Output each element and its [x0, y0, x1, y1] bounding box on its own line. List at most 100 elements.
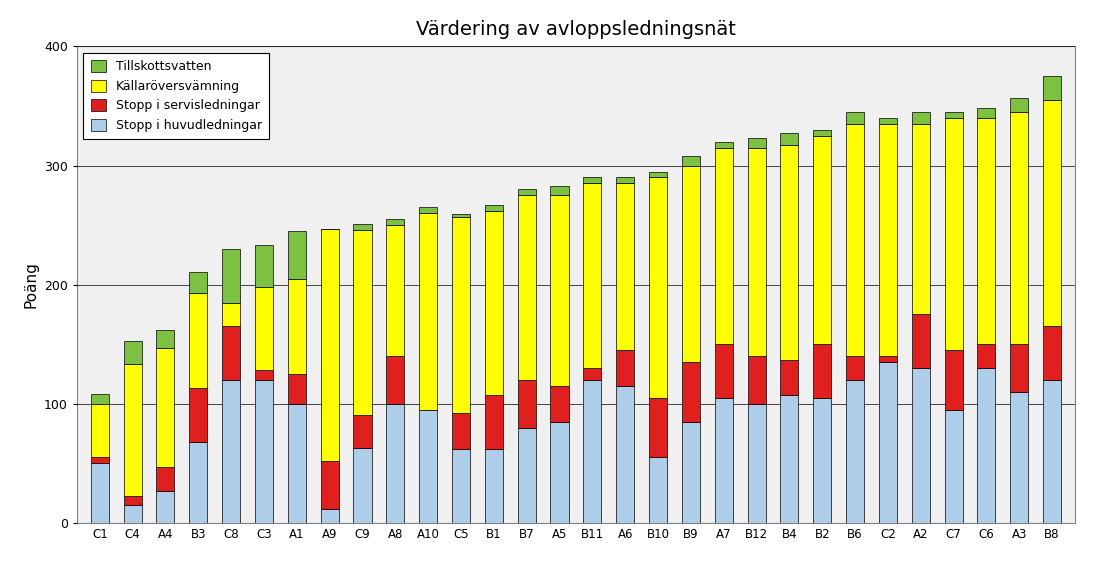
Bar: [353, 224, 372, 230]
Bar: [714, 148, 733, 344]
Bar: [124, 340, 142, 364]
Bar: [747, 138, 766, 148]
Bar: [1043, 100, 1061, 327]
Bar: [386, 404, 405, 523]
Bar: [320, 229, 339, 461]
Bar: [780, 396, 799, 523]
Bar: [452, 413, 470, 449]
Bar: [320, 508, 339, 523]
Bar: [846, 124, 864, 356]
Bar: [1043, 327, 1061, 380]
Bar: [846, 380, 864, 523]
Bar: [287, 404, 306, 523]
Bar: [386, 356, 405, 404]
Bar: [124, 364, 142, 496]
Bar: [912, 368, 930, 523]
Bar: [780, 145, 799, 360]
Bar: [320, 461, 339, 508]
Bar: [255, 371, 273, 380]
Bar: [747, 356, 766, 404]
Bar: [353, 448, 372, 523]
Title: Värdering av avloppsledningsnät: Värdering av avloppsledningsnät: [416, 20, 736, 40]
Bar: [977, 118, 995, 344]
Bar: [452, 214, 470, 217]
Bar: [912, 314, 930, 368]
Bar: [714, 142, 733, 148]
Bar: [584, 178, 601, 184]
Bar: [945, 118, 962, 350]
Bar: [879, 118, 897, 124]
Bar: [879, 362, 897, 523]
Bar: [255, 380, 273, 523]
Bar: [617, 386, 634, 523]
Bar: [682, 166, 700, 362]
Bar: [912, 112, 930, 124]
Bar: [1043, 76, 1061, 100]
Bar: [518, 189, 535, 195]
Bar: [846, 112, 864, 124]
Bar: [419, 410, 438, 523]
Bar: [1010, 344, 1028, 392]
Bar: [157, 330, 174, 348]
Bar: [682, 156, 700, 166]
Bar: [255, 245, 273, 287]
Bar: [649, 457, 667, 523]
Y-axis label: Poäng: Poäng: [23, 261, 38, 308]
Bar: [649, 178, 667, 398]
Bar: [222, 380, 240, 523]
Bar: [91, 464, 109, 523]
Bar: [879, 356, 897, 362]
Bar: [617, 178, 634, 184]
Bar: [353, 230, 372, 414]
Bar: [518, 428, 535, 523]
Bar: [518, 195, 535, 380]
Bar: [584, 184, 601, 368]
Bar: [780, 134, 799, 145]
Bar: [1010, 98, 1028, 112]
Bar: [879, 124, 897, 356]
Bar: [222, 303, 240, 327]
Bar: [91, 457, 109, 464]
Bar: [386, 225, 405, 356]
Bar: [813, 344, 832, 398]
Bar: [353, 414, 372, 448]
Bar: [617, 350, 634, 386]
Bar: [157, 348, 174, 467]
Bar: [551, 186, 568, 195]
Bar: [912, 124, 930, 314]
Bar: [551, 422, 568, 523]
Bar: [714, 344, 733, 398]
Bar: [287, 279, 306, 374]
Bar: [747, 404, 766, 523]
Bar: [813, 398, 832, 523]
Bar: [190, 271, 207, 293]
Bar: [485, 449, 502, 523]
Bar: [386, 219, 405, 225]
Bar: [452, 449, 470, 523]
Bar: [91, 394, 109, 404]
Bar: [649, 398, 667, 457]
Bar: [124, 496, 142, 505]
Bar: [452, 217, 470, 413]
Bar: [551, 386, 568, 422]
Bar: [1010, 112, 1028, 344]
Bar: [222, 249, 240, 303]
Bar: [255, 287, 273, 371]
Bar: [584, 368, 601, 380]
Bar: [222, 327, 240, 380]
Bar: [157, 467, 174, 491]
Bar: [682, 422, 700, 523]
Bar: [649, 171, 667, 178]
Bar: [287, 231, 306, 279]
Bar: [945, 410, 962, 523]
Bar: [157, 491, 174, 523]
Bar: [682, 362, 700, 422]
Bar: [91, 404, 109, 457]
Bar: [287, 374, 306, 404]
Bar: [977, 344, 995, 368]
Bar: [977, 109, 995, 118]
Bar: [1010, 392, 1028, 523]
Bar: [714, 398, 733, 523]
Bar: [485, 205, 502, 211]
Bar: [977, 368, 995, 523]
